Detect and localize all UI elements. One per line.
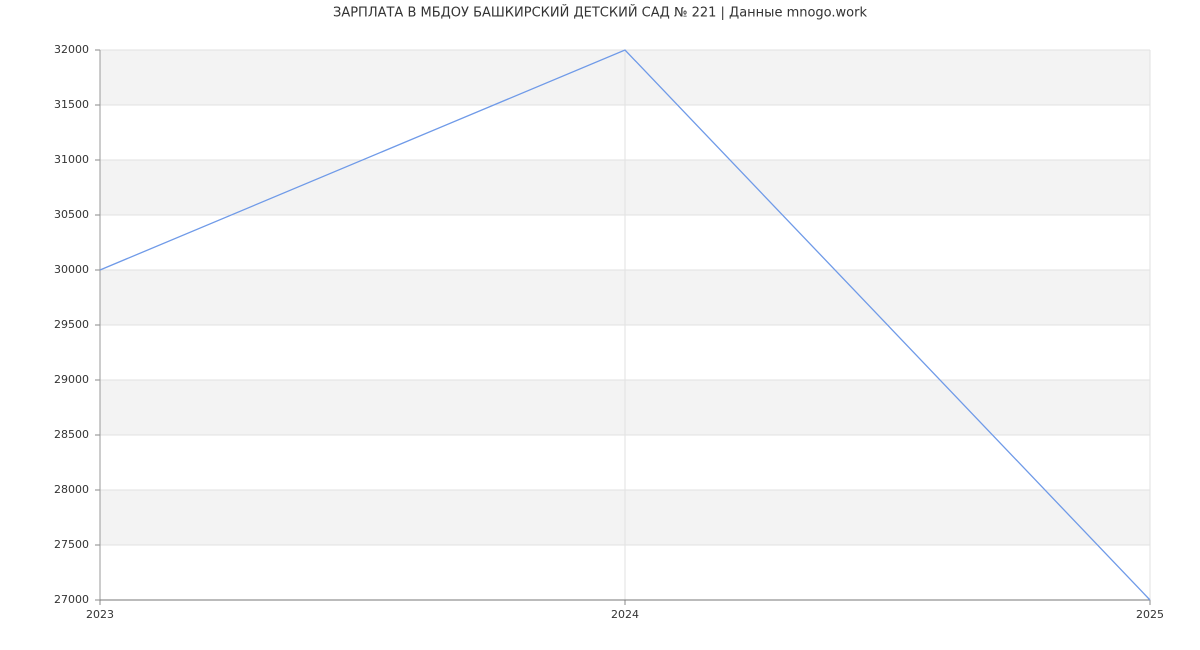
y-tick-label: 31500 (54, 98, 89, 111)
y-tick-label: 32000 (54, 43, 89, 56)
y-tick-label: 30000 (54, 263, 89, 276)
x-tick-label: 2023 (86, 608, 114, 621)
y-tick-label: 27000 (54, 593, 89, 606)
y-tick-label: 28000 (54, 483, 89, 496)
x-tick-label: 2024 (611, 608, 639, 621)
y-tick-label: 30500 (54, 208, 89, 221)
x-tick-label: 2025 (1136, 608, 1164, 621)
y-tick-label: 29000 (54, 373, 89, 386)
chart-title: ЗАРПЛАТА В МБДОУ БАШКИРСКИЙ ДЕТСКИЙ САД … (333, 5, 867, 21)
y-tick-label: 31000 (54, 153, 89, 166)
y-tick-label: 29500 (54, 318, 89, 331)
y-tick-label: 28500 (54, 428, 89, 441)
y-tick-label: 27500 (54, 538, 89, 551)
line (99, 49, 1151, 601)
